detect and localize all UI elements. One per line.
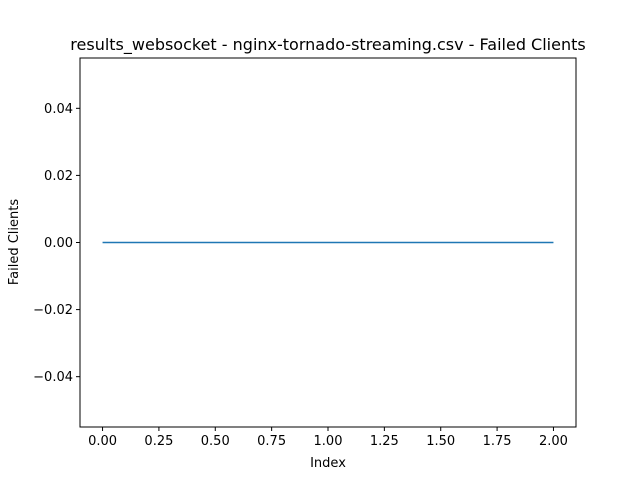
plot-area: 0.00 0.25 0.50 0.75 1.00 1.25 1.50 1.75 2.00 −0.0…	[33, 57, 577, 449]
y-tick-label: −0.04	[33, 370, 73, 385]
y-tick-label: −0.02	[33, 303, 73, 318]
y-tick-label: 0.04	[44, 102, 73, 117]
x-tick-label: 1.50	[426, 434, 455, 449]
x-tick-label: 1.75	[483, 434, 512, 449]
x-axis-label: Index	[310, 456, 346, 471]
x-tick-label: 0.50	[201, 434, 230, 449]
x-tick-label: 0.00	[88, 434, 117, 449]
y-axis-label: Failed Clients	[7, 199, 22, 285]
x-tick-label: 1.00	[314, 434, 343, 449]
chart-title: results_websocket - nginx-tornado-stream…	[70, 35, 585, 55]
x-tick-label: 0.25	[144, 434, 173, 449]
y-tick-label: 0.02	[44, 169, 73, 184]
x-tick-label: 2.00	[539, 434, 568, 449]
x-tick-label: 1.25	[370, 434, 399, 449]
y-tick-label: 0.00	[44, 236, 73, 251]
x-tick-label: 0.75	[257, 434, 286, 449]
